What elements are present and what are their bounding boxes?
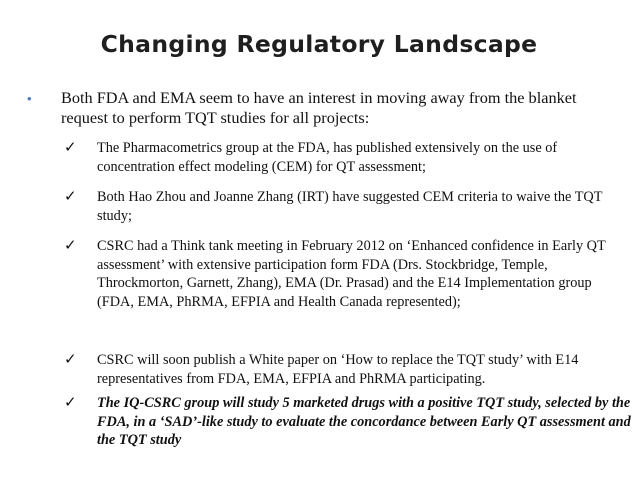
bullet-dot-icon: • [27,91,32,106]
sub-item-cem-waiver: Both Hao Zhou and Joanne Zhang (IRT) hav… [97,189,603,224]
sub-item-white-paper: CSRC will soon publish a White paper on … [97,352,579,387]
checkmark-icon: ✓ [64,350,77,368]
checkmark-icon: ✓ [64,393,77,411]
main-bullet-text: Both FDA and EMA seem to have an interes… [61,88,577,127]
sub-item-cem-publications: The Pharmacometrics group at the FDA, ha… [97,140,558,175]
slide-title: Changing Regulatory Landscape [100,30,538,58]
sub-item-think-tank: CSRC had a Think tank meeting in Februar… [97,238,606,310]
sub-item-iq-csrc-study: The IQ-CSRC group will study 5 marketed … [97,395,631,448]
checkmark-icon: ✓ [64,138,77,156]
checkmark-icon: ✓ [64,187,77,205]
checkmark-icon: ✓ [64,236,77,254]
